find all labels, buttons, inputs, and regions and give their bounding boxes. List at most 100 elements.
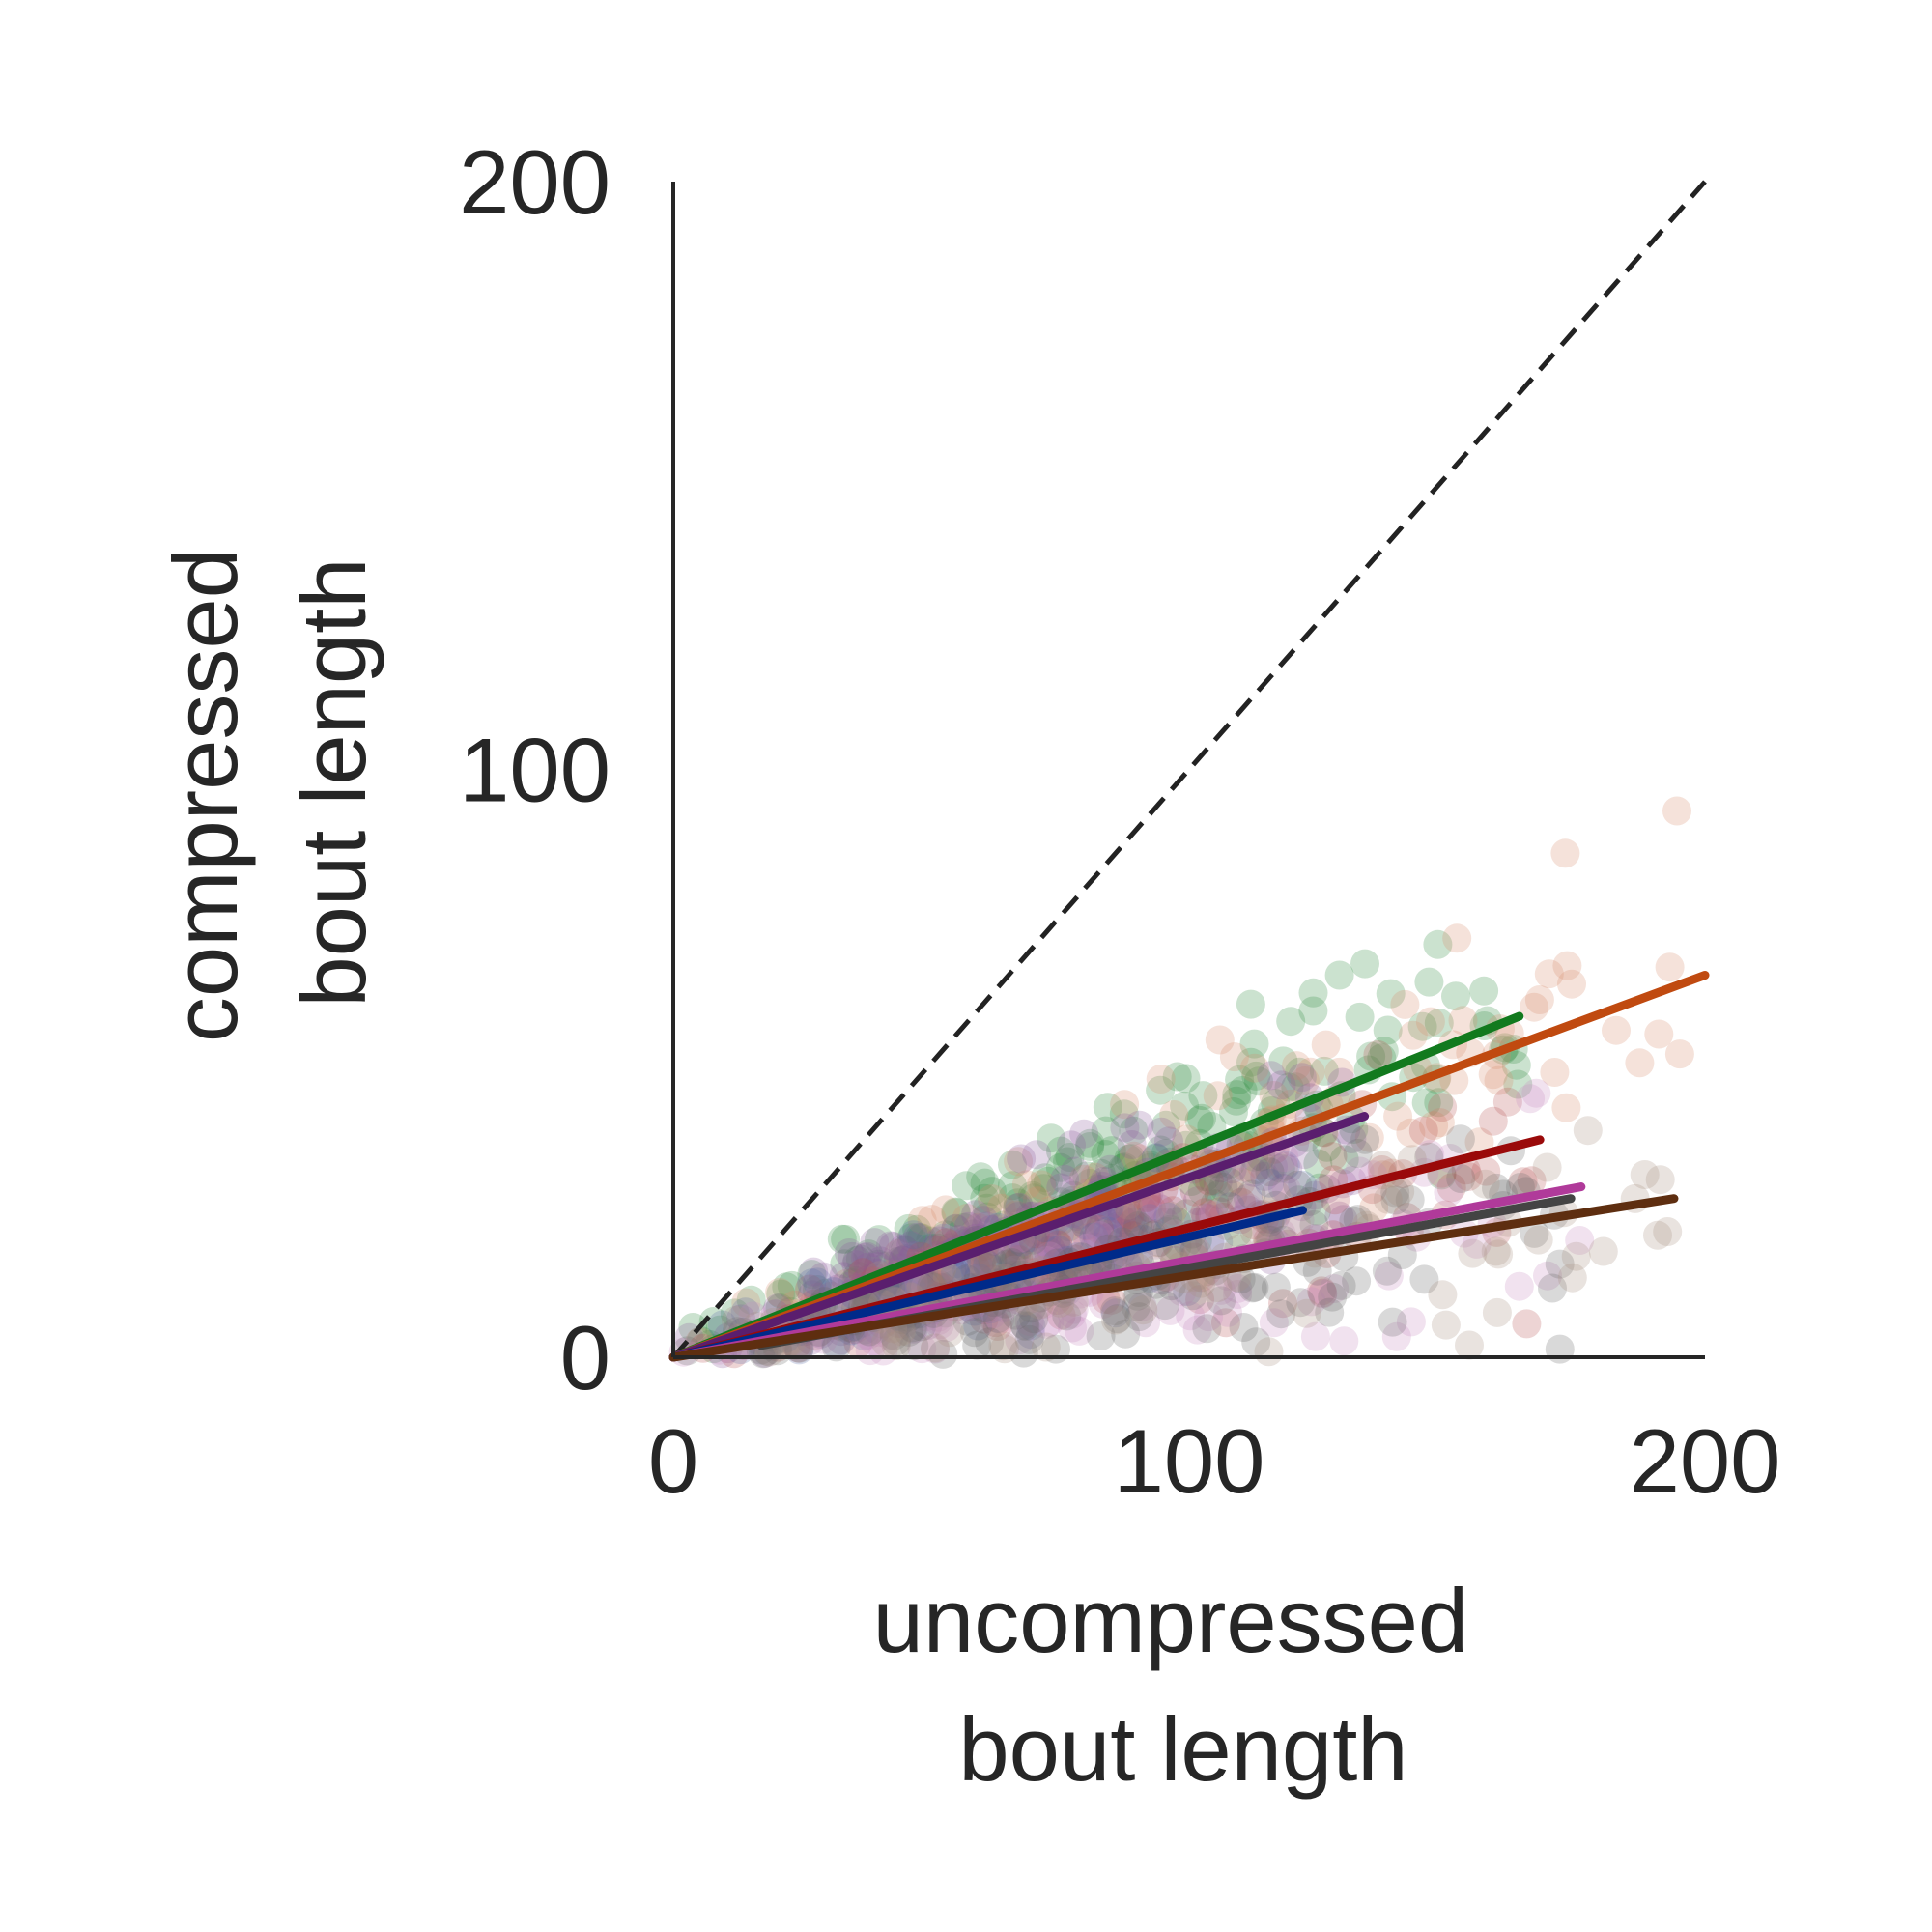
scatter-point bbox=[1244, 1066, 1273, 1096]
x-axis-title-line-1: uncompressed bbox=[873, 1570, 1469, 1671]
scatter-point bbox=[1236, 1179, 1266, 1209]
scatter-point bbox=[1378, 1307, 1407, 1337]
y-tick-label: 0 bbox=[560, 1307, 611, 1408]
scatter-point bbox=[881, 1326, 911, 1356]
scatter-point bbox=[970, 1168, 1000, 1198]
scatter-point bbox=[1324, 960, 1354, 990]
scatter-point bbox=[1117, 1203, 1147, 1233]
scatter-point bbox=[1069, 1119, 1099, 1149]
scatter-point bbox=[1182, 1315, 1212, 1345]
scatter-point bbox=[766, 1279, 796, 1309]
scatter-point bbox=[930, 1195, 960, 1225]
scatter-point bbox=[1017, 1180, 1047, 1210]
scatter-point bbox=[1225, 1065, 1255, 1094]
scatter-point bbox=[1240, 1155, 1270, 1184]
x-tick-label: 200 bbox=[1630, 1410, 1781, 1512]
scatter-point bbox=[1523, 1225, 1553, 1255]
scatter-point bbox=[1223, 1273, 1253, 1303]
scatter-point bbox=[1184, 1105, 1214, 1135]
scatter-point bbox=[1315, 1297, 1345, 1327]
scatter-point bbox=[1115, 1200, 1145, 1229]
scatter-point bbox=[1396, 1307, 1426, 1337]
scatter-point bbox=[1146, 1194, 1176, 1224]
scatter-point bbox=[1424, 1088, 1454, 1118]
scatter-point bbox=[1124, 1110, 1154, 1140]
scatter-point bbox=[1302, 1256, 1332, 1286]
scatter-point bbox=[1075, 1132, 1105, 1161]
scatter-point bbox=[1119, 1116, 1149, 1146]
scatter-point bbox=[1471, 1156, 1501, 1186]
scatter-point bbox=[1545, 1249, 1575, 1279]
scatter-point bbox=[1350, 1124, 1380, 1154]
scatter-point bbox=[1308, 1279, 1338, 1309]
scatter-point bbox=[1478, 1060, 1508, 1090]
scatter-point bbox=[1030, 1163, 1060, 1193]
scatter-point bbox=[1155, 1201, 1185, 1231]
scatter-point bbox=[998, 1171, 1027, 1201]
scatter-point bbox=[1218, 1180, 1248, 1210]
scatter-point bbox=[1162, 1062, 1192, 1092]
scatter-point bbox=[1565, 1226, 1595, 1255]
scatter-point bbox=[1337, 1123, 1367, 1153]
scatter-point bbox=[1140, 1190, 1169, 1220]
scatter-point bbox=[1644, 1019, 1674, 1049]
scatter-point bbox=[1534, 959, 1564, 989]
y-axis-title-line-2: bout length bbox=[283, 557, 384, 1007]
scatter-point bbox=[1223, 1280, 1253, 1309]
scatter-point bbox=[1383, 1101, 1413, 1131]
scatter-point bbox=[1267, 1173, 1297, 1203]
scatter-point bbox=[1301, 1196, 1331, 1226]
x-tick-label: 100 bbox=[1114, 1410, 1265, 1512]
scatter-point bbox=[1374, 1261, 1404, 1291]
scatter-point bbox=[1194, 1302, 1224, 1332]
scatter-point bbox=[1204, 1179, 1234, 1209]
scatter-point bbox=[678, 1313, 708, 1342]
scatter-point bbox=[1532, 1152, 1562, 1182]
scatter-point bbox=[1415, 1007, 1445, 1037]
scatter-point bbox=[894, 1213, 923, 1243]
scatter-point bbox=[1182, 1186, 1212, 1216]
scatter-point bbox=[962, 1330, 992, 1360]
scatter-point bbox=[1664, 1039, 1694, 1069]
scatter-point bbox=[1380, 1178, 1410, 1208]
scatter-point bbox=[898, 1220, 928, 1250]
scatter-point bbox=[1602, 1015, 1631, 1045]
scatter-point bbox=[1504, 1271, 1534, 1301]
scatter-point bbox=[1226, 1167, 1256, 1197]
scatter-point bbox=[1014, 1306, 1044, 1336]
scatter-point bbox=[941, 1197, 971, 1227]
scatter-point bbox=[1219, 1042, 1249, 1072]
scatter-point bbox=[986, 1193, 1016, 1223]
scatter-point bbox=[845, 1244, 875, 1274]
scatter-point bbox=[1093, 1093, 1122, 1122]
scatter-point bbox=[1436, 1173, 1466, 1203]
scatter-point bbox=[1462, 1229, 1492, 1259]
scatter-point bbox=[1241, 1327, 1271, 1357]
scatter-point bbox=[1308, 1278, 1338, 1308]
scatter-point bbox=[988, 1331, 1018, 1361]
scatter-point bbox=[1266, 1070, 1296, 1100]
scatter-point bbox=[1096, 1136, 1126, 1166]
scatter-point bbox=[1045, 1152, 1075, 1182]
scatter-point bbox=[1088, 1289, 1118, 1319]
scatter-point bbox=[843, 1328, 873, 1358]
scatter-point bbox=[1010, 1311, 1040, 1341]
scatter-point bbox=[1159, 1100, 1189, 1129]
scatter-point bbox=[1423, 929, 1453, 959]
scatter-point bbox=[1428, 1093, 1458, 1122]
scatter-point bbox=[1121, 1293, 1151, 1321]
scatter-point bbox=[1043, 1230, 1073, 1260]
scatter-point bbox=[1424, 1009, 1454, 1037]
scatter-point bbox=[1255, 1168, 1285, 1198]
scatter-point bbox=[1448, 1006, 1478, 1036]
scatter-point bbox=[1470, 1169, 1500, 1199]
scatter-point bbox=[1005, 1325, 1035, 1355]
scatter-point bbox=[970, 1183, 1000, 1213]
scatter-point bbox=[803, 1267, 833, 1297]
scatter-point bbox=[1431, 1310, 1461, 1340]
scatter-point bbox=[1133, 1193, 1163, 1222]
scatter-point bbox=[1236, 989, 1265, 1019]
scatter-point bbox=[907, 1223, 937, 1253]
scatter-point bbox=[896, 1223, 926, 1253]
